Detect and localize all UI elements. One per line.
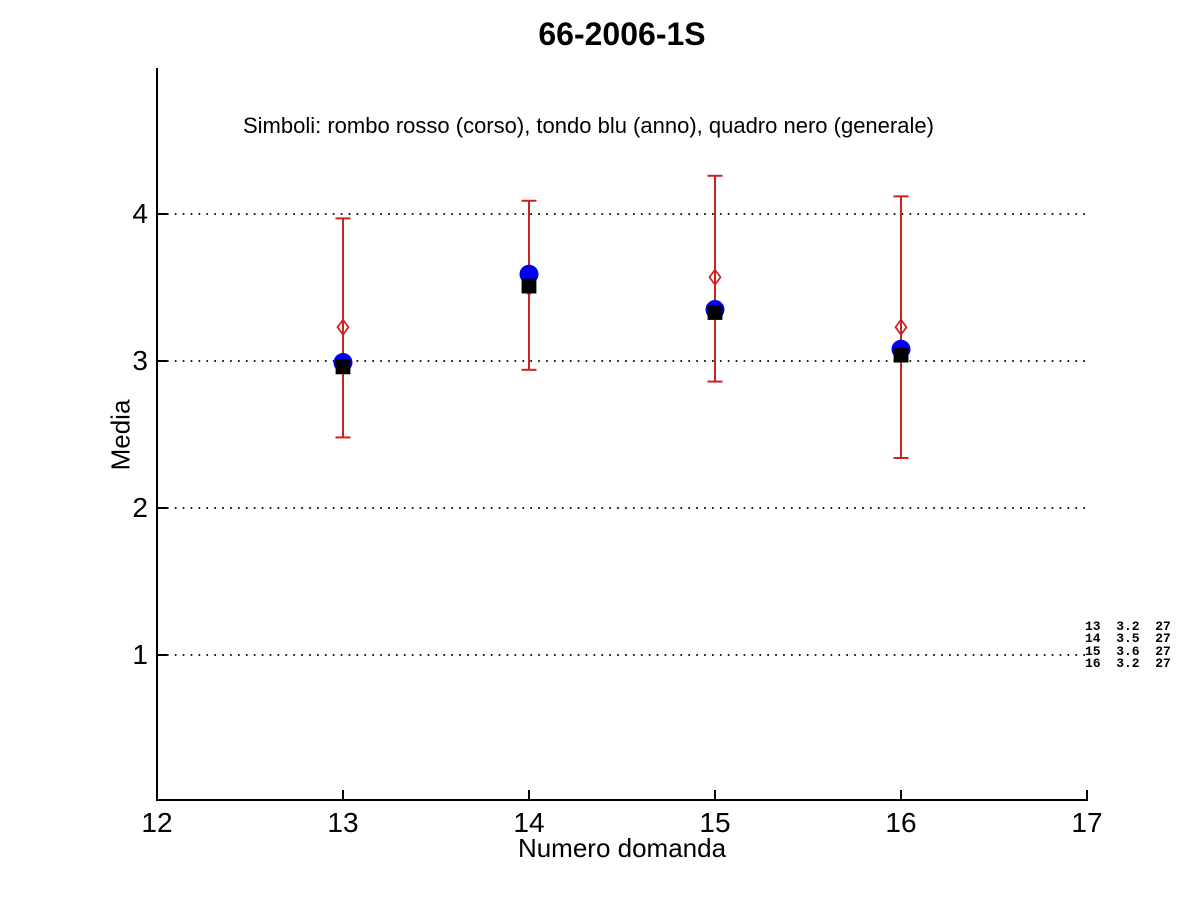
x-tick-label-16: 16 bbox=[885, 807, 917, 838]
annotation-line-3: 15 3.6 27 bbox=[1085, 643, 1171, 659]
diamond-marker-corso bbox=[894, 318, 908, 337]
square-marker-generale bbox=[893, 347, 909, 363]
x-tick-label-13: 13 bbox=[327, 807, 359, 838]
chart-subtitle: Simboli: rombo rosso (corso), tondo blu … bbox=[243, 113, 934, 138]
x-tick-label-12: 12 bbox=[141, 807, 173, 838]
y-axis-label: Media bbox=[105, 399, 136, 471]
chart-title: 66-2006-1S bbox=[538, 16, 706, 52]
annotation-block: 13 3.2 27 14 3.5 27 15 3.6 27 16 3.2 27 bbox=[1085, 619, 1171, 671]
annotation-line-4: 16 3.2 27 bbox=[1085, 655, 1171, 671]
y-tick-label-3: 3 bbox=[132, 345, 148, 376]
square-marker-generale bbox=[335, 359, 351, 375]
x-tick-label-15: 15 bbox=[699, 807, 731, 838]
annotation-line-2: 14 3.5 27 bbox=[1085, 631, 1171, 647]
diamond-marker-corso bbox=[336, 318, 350, 337]
y-tick-label-4: 4 bbox=[132, 198, 148, 229]
square-marker-generale bbox=[521, 278, 537, 294]
square-marker-generale bbox=[707, 305, 723, 320]
x-axis-label: Numero domanda bbox=[517, 833, 727, 863]
y-tick-label-2: 2 bbox=[132, 492, 148, 523]
diamond-marker-corso bbox=[708, 268, 722, 287]
y-tick-label-1: 1 bbox=[132, 639, 148, 670]
x-tick-label-17: 17 bbox=[1071, 807, 1103, 838]
x-tick-label-14: 14 bbox=[513, 807, 545, 838]
annotation-line-1: 13 3.2 27 bbox=[1085, 619, 1171, 634]
